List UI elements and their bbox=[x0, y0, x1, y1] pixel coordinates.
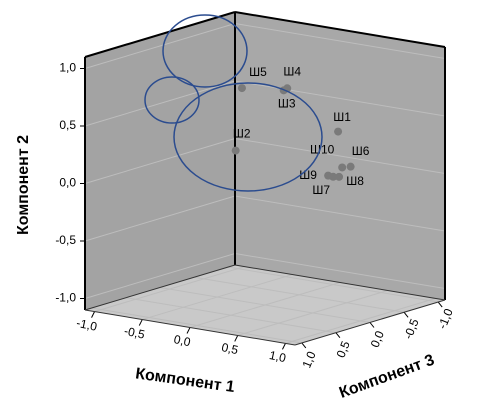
circle bbox=[162, 14, 248, 88]
point-label: Ш6 bbox=[352, 144, 370, 158]
z-tick-label: 0,5 bbox=[334, 339, 353, 360]
grid-line bbox=[234, 253, 446, 289]
tick-mark bbox=[335, 332, 341, 339]
plot-box bbox=[85, 12, 445, 345]
y-tick-label: 1,0 bbox=[59, 61, 76, 75]
point-label: Ш2 bbox=[233, 127, 251, 141]
circle bbox=[144, 76, 200, 124]
tick-mark bbox=[403, 311, 409, 318]
tick-mark bbox=[301, 342, 307, 349]
y-tick-label: -1,0 bbox=[55, 291, 76, 305]
point-label: Ш5 bbox=[249, 65, 267, 79]
y-tick-label: -0,5 bbox=[55, 233, 76, 247]
point-label: Ш8 bbox=[346, 174, 364, 188]
z-axis-title: Компонент 3 bbox=[337, 352, 437, 402]
z-tick-label: 1,0 bbox=[299, 349, 318, 370]
grid-line bbox=[84, 195, 236, 242]
edge bbox=[234, 11, 446, 48]
edge bbox=[84, 11, 236, 58]
grid-line bbox=[125, 297, 336, 334]
point bbox=[231, 146, 240, 155]
edge bbox=[84, 309, 296, 346]
grid-line bbox=[84, 80, 236, 127]
annotation-circles bbox=[144, 14, 323, 192]
y-axis-title: Компонент 2 bbox=[15, 135, 32, 235]
z-tick-label: -0,5 bbox=[401, 316, 422, 341]
tick-mark bbox=[437, 301, 443, 308]
x-tick-label: -0,5 bbox=[123, 324, 146, 342]
grid bbox=[80, 23, 446, 350]
tick-mark bbox=[369, 322, 375, 328]
grid-line bbox=[84, 23, 236, 69]
edge bbox=[84, 264, 236, 311]
point-label: Ш10 bbox=[310, 143, 335, 157]
tick-mark bbox=[234, 335, 239, 342]
grid-line bbox=[194, 276, 405, 313]
tick-mark bbox=[91, 311, 95, 318]
tick-mark bbox=[186, 327, 191, 334]
grid-line bbox=[234, 138, 446, 174]
grid-line bbox=[91, 307, 302, 344]
point bbox=[335, 172, 344, 181]
grid-line bbox=[84, 253, 236, 299]
grid-line bbox=[234, 80, 446, 117]
point bbox=[324, 171, 333, 180]
point bbox=[346, 162, 355, 171]
point bbox=[334, 127, 343, 136]
point-label: Ш3 bbox=[278, 96, 296, 110]
point-label: Ш7 bbox=[312, 183, 330, 197]
y-tick-label: 0,0 bbox=[59, 176, 76, 190]
z-tick-label: 0,0 bbox=[368, 329, 387, 350]
point bbox=[338, 163, 347, 172]
x-tick-label: 0,0 bbox=[173, 332, 193, 349]
point-label: Ш1 bbox=[333, 110, 351, 124]
grid-line bbox=[228, 266, 439, 303]
tick-mark bbox=[138, 319, 143, 326]
box-edges bbox=[84, 11, 446, 346]
point-label: Ш4 bbox=[283, 64, 301, 78]
circle bbox=[173, 82, 323, 192]
edge bbox=[294, 299, 446, 346]
grid-line bbox=[234, 23, 446, 59]
x-axis-title: Компонент 1 bbox=[134, 365, 236, 396]
x-tick-label: 1,0 bbox=[268, 348, 288, 365]
grid-line bbox=[234, 195, 446, 232]
edge bbox=[234, 264, 446, 301]
y-tick-label: 0,5 bbox=[59, 118, 76, 132]
point bbox=[237, 84, 246, 93]
x-tick-label: -1,0 bbox=[75, 316, 98, 334]
x-tick-label: 0,5 bbox=[220, 340, 240, 357]
grid-line bbox=[159, 287, 371, 323]
tick-mark bbox=[282, 343, 286, 350]
point-label: Ш9 bbox=[299, 168, 317, 182]
grid-line bbox=[84, 138, 236, 184]
z-tick-label: -1,0 bbox=[435, 306, 456, 331]
